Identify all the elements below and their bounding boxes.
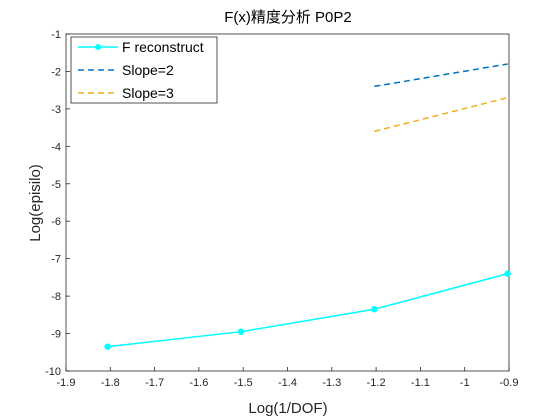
legend-label-slope-2: Slope=2 bbox=[122, 62, 174, 78]
y-tick-label: -5 bbox=[51, 179, 61, 191]
legend-item-f-reconstruct: F reconstruct bbox=[78, 39, 204, 55]
data-point-f-reconstruct bbox=[371, 306, 378, 313]
x-tick-label: -1.2 bbox=[367, 377, 386, 389]
legend: F reconstruct Slope=2 Slope=3 bbox=[70, 36, 218, 104]
y-axis-ticks: -10 -9 -8 -7 -6 -5 -4 -3 -2 -1 bbox=[45, 29, 70, 378]
x-tick-label: -0.9 bbox=[500, 377, 519, 389]
data-point-f-reconstruct bbox=[237, 328, 245, 335]
y-tick-label: -8 bbox=[51, 291, 61, 303]
y-axis-label: Log(episilo) bbox=[27, 164, 44, 242]
x-tick-label: -1.4 bbox=[278, 377, 297, 389]
x-tick-label: -1.6 bbox=[189, 377, 208, 389]
x-tick-label: -1 bbox=[460, 377, 470, 389]
y-tick-label: -1 bbox=[51, 29, 61, 41]
y-tick-label: -7 bbox=[51, 254, 61, 266]
legend-item-slope-2: Slope=2 bbox=[78, 62, 174, 78]
legend-label-f-reconstruct: F reconstruct bbox=[122, 39, 204, 55]
plot-area: -1.9 -1.8 -1.7 -1.6 -1.5 -1.4 -1.3 -1.2 -1.1 -1 -0… bbox=[45, 29, 518, 389]
series-line-slope-2 bbox=[374, 63, 508, 88]
y-tick-label: -2 bbox=[51, 66, 61, 78]
chart-title: F(x)精度分析 P0P2 bbox=[224, 9, 352, 26]
y-tick-label: -10 bbox=[45, 366, 61, 378]
series-line-f-reconstruct bbox=[107, 272, 508, 348]
x-tick-label: -1.3 bbox=[322, 377, 341, 389]
x-tick-label: -1.5 bbox=[234, 377, 253, 389]
series-layer bbox=[104, 63, 511, 350]
x-tick-label: -1.1 bbox=[411, 377, 430, 389]
y-tick-label: -6 bbox=[51, 216, 61, 228]
y-tick-label: -3 bbox=[51, 104, 61, 116]
x-tick-label: -1.9 bbox=[57, 377, 76, 389]
y-tick-label: -4 bbox=[51, 141, 61, 153]
x-axis-ticks: -1.9 -1.8 -1.7 -1.6 -1.5 -1.4 -1.3 -1.2 -1.1 -1 -0… bbox=[57, 367, 519, 389]
x-tick-label: -1.8 bbox=[101, 377, 120, 389]
data-point-f-reconstruct bbox=[504, 270, 511, 277]
x-tick-label: -1.7 bbox=[145, 377, 164, 389]
y-tick-label: -9 bbox=[51, 329, 61, 341]
legend-marker-f-reconstruct bbox=[95, 44, 101, 50]
legend-item-slope-3: Slope=3 bbox=[78, 85, 174, 101]
series-line-slope-3 bbox=[374, 96, 508, 133]
data-point-f-reconstruct bbox=[104, 343, 111, 350]
x-axis-label: Log(1/DOF) bbox=[248, 400, 327, 417]
legend-label-slope-3: Slope=3 bbox=[122, 85, 174, 101]
